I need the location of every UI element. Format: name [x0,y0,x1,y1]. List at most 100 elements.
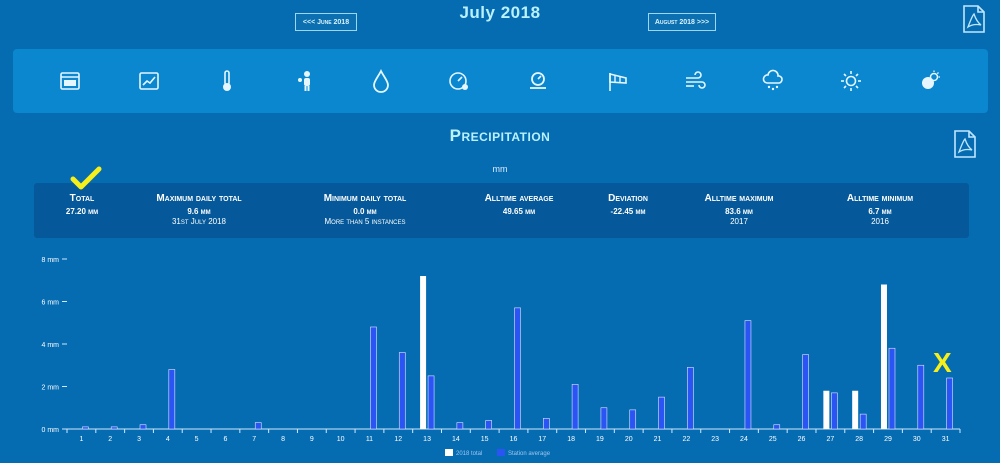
stat-label: Minimum daily total [323,193,407,204]
bar-station-average [254,422,262,430]
stat-sub: 31st July 2018 [171,217,227,226]
icon-bar [13,49,988,113]
y-tick-label: 6 mm [42,300,60,307]
stat-value: 9.6 mm [187,207,211,216]
person-icon[interactable] [294,69,318,93]
stat-max-daily: Maximum daily total 9.6 mm 31st July 201… [156,193,241,226]
sun-icon[interactable] [839,69,863,93]
bar-station-average [485,420,492,430]
stat-label: Maximum daily total [156,193,242,204]
x-tick-label: 6 [223,436,227,443]
stat-alltime-min: Alltime minimum 6.7 mm 2016 [847,193,913,226]
bar-station-average [427,375,435,430]
x-tick-label: 27 [826,436,834,443]
stat-label: Total [69,193,95,204]
pressure-icon[interactable] [526,69,550,93]
bar-station-average [802,354,809,430]
stat-value: 6.7 mm [868,207,892,216]
x-tick-label: 28 [855,436,863,443]
x-tick-label: 15 [481,436,489,443]
bar-2018-total [823,390,830,429]
bar-2018-total [852,390,859,429]
bar-station-average [888,347,896,430]
bar-station-average [571,384,579,430]
stat-label: Alltime maximum [704,193,774,204]
precipitation-chart: 0 mm2 mm4 mm6 mm8 mm1 2 3 4 5 6 7 8 9 10 11 12 13 14 1… [42,257,961,457]
section-title: Precipitation [449,126,551,145]
bar-station-average [744,320,752,430]
next-month-button[interactable]: August 2018 >>> [648,13,716,31]
x-tick-label: 8 [281,436,285,443]
x-tick-label: 30 [913,436,921,443]
drop-icon[interactable] [369,69,393,93]
y-tick-label: 2 mm [42,385,60,392]
x-tick-label: 5 [195,436,199,443]
legend-swatch [445,449,453,456]
x-tick-label: 21 [654,436,662,443]
x-mark-icon: X [933,347,952,378]
bar-station-average [946,377,953,430]
stat-label: Alltime minimum [846,193,914,204]
bar-station-average [168,369,176,430]
bar-station-average [543,418,550,430]
bar-station-average [398,352,406,430]
x-tick-label: 31 [942,436,950,443]
bar-station-average [859,413,867,430]
bar-station-average [110,426,118,430]
bar-station-average [82,426,89,430]
stat-alltime-average: Alltime average 49.65 mm [485,193,554,216]
legend-label: 2018 total [456,451,482,457]
stat-sub: More than 5 instances [324,217,406,226]
y-tick-label: 0 mm [42,427,60,434]
bar-station-average [514,307,521,430]
x-tick-label: 29 [884,436,892,443]
x-tick-label: 7 [252,436,256,443]
unit-label: mm [492,164,508,174]
bar-station-average [917,364,925,430]
bar-station-average [600,407,608,430]
stat-value: 27.20 mm [65,207,99,216]
stat-label: Deviation [608,193,648,204]
stat-label: Alltime average [484,193,554,204]
x-tick-label: 22 [682,436,690,443]
stat-value: 49.65 mm [502,207,536,216]
sun-moon-icon[interactable] [918,69,942,93]
x-tick-label: 3 [137,436,141,443]
prev-month-button[interactable]: <<< June 2018 [295,13,357,31]
stat-sub: 2017 [730,217,748,226]
x-tick-label: 9 [310,436,314,443]
x-tick-label: 17 [538,436,546,443]
x-tick-label: 2 [108,436,112,443]
bar-station-average [831,392,838,430]
legend-swatch [497,449,505,456]
bar-station-average [773,424,781,430]
bar-station-average [629,409,637,430]
x-tick-label: 20 [625,436,633,443]
chart-icon[interactable] [137,69,161,93]
x-tick-label: 24 [740,436,748,443]
wind-icon[interactable] [683,69,707,93]
x-tick-label: 18 [567,436,575,443]
x-tick-label: 14 [452,436,460,443]
x-tick-label: 16 [510,436,518,443]
bar-station-average [456,422,464,430]
stat-value: 83.6 mm [725,207,753,216]
month-title: July 2018 [459,3,541,22]
gauge-icon[interactable] [447,69,471,93]
stat-sub: 2016 [871,217,889,226]
pdf-icon[interactable] [962,5,986,33]
snow-cloud-icon[interactable] [761,69,785,93]
thermometer-icon[interactable] [215,69,239,93]
section-pdf-icon[interactable] [953,130,977,158]
windsock-icon[interactable] [606,69,630,93]
y-tick-label: 8 mm [42,257,60,264]
stat-min-daily: Minimum daily total 0.0 mm More than 5 i… [324,193,407,226]
bar-station-average [658,396,665,430]
x-tick-label: 23 [711,436,719,443]
dashboard-icon[interactable] [58,69,82,93]
bar-station-average [139,424,147,430]
x-tick-label: 26 [798,436,806,443]
stat-value: -22.45 mm [610,207,646,216]
bar-2018-total [880,284,887,429]
x-tick-label: 1 [79,436,83,443]
